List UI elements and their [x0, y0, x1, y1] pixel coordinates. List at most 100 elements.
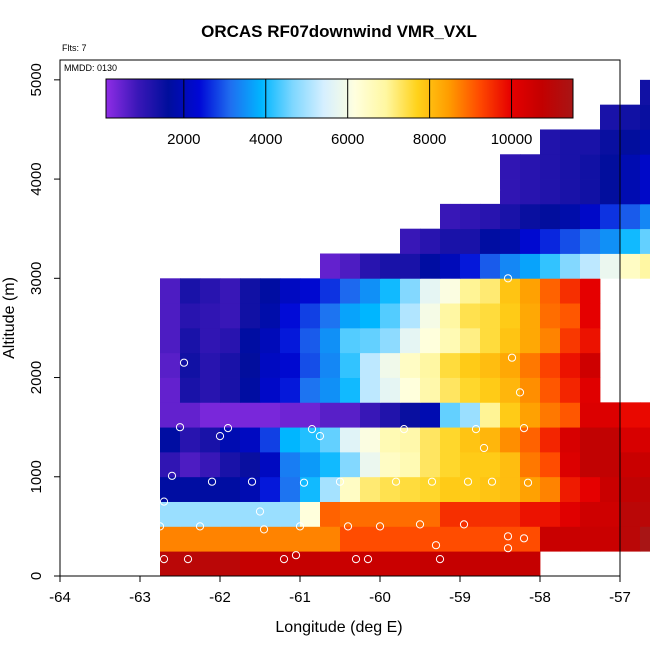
heatmap-cell: [500, 179, 521, 205]
sample-points: [155, 185, 533, 564]
heatmap-cell: [520, 303, 541, 329]
colorbar-tick-label: 6000: [331, 131, 364, 148]
heatmap-cell: [620, 501, 641, 527]
y-tick-label: 5000: [28, 63, 45, 96]
heatmap-cell: [440, 526, 461, 552]
heatmap-cell: [600, 203, 621, 230]
heatmap-cell: [380, 327, 401, 354]
heatmap-cell: [580, 278, 601, 304]
heatmap-cell: [160, 377, 181, 403]
sample-point: [259, 525, 269, 534]
heatmap-cell: [160, 501, 181, 527]
sample-point: [291, 551, 301, 560]
sample-point: [523, 478, 533, 487]
heatmap-cell: [340, 551, 361, 577]
heatmap-cell: [600, 451, 621, 478]
heatmap-cell: [540, 402, 561, 428]
heatmap-cell: [380, 551, 401, 577]
heatmap-cell: [180, 402, 201, 428]
heatmap-cell: [600, 501, 621, 527]
heatmap-cell: [600, 129, 621, 155]
heatmap-cell: [520, 476, 541, 502]
x-tick-label: -59: [449, 589, 471, 606]
heatmap-cell: [360, 327, 381, 354]
y-tick-label: 1000: [28, 460, 45, 493]
heatmap-cell: [220, 352, 241, 378]
heatmap-cell: [300, 377, 321, 403]
heatmap-cell: [180, 427, 201, 453]
sample-point: [179, 358, 189, 367]
heatmap-cell: [320, 253, 341, 279]
heatmap-cell: [520, 154, 541, 180]
heatmap-cell: [300, 501, 321, 527]
heatmap-cell: [540, 526, 561, 552]
heatmap-cell: [240, 551, 261, 577]
sample-point: [487, 477, 497, 486]
sample-point: [503, 274, 513, 283]
heatmap-cell: [280, 551, 301, 577]
sample-point: [167, 471, 177, 480]
sample-point: [479, 443, 489, 453]
heatmap-cell: [260, 451, 281, 478]
heatmap-cell: [200, 501, 221, 527]
heatmap-cell: [200, 451, 221, 478]
colorbar-tick-label: 2000: [167, 131, 200, 148]
heatmap-cell: [600, 476, 621, 502]
heatmap-cell: [180, 327, 201, 354]
heatmap-cell: [180, 526, 201, 552]
heatmap-cell: [360, 501, 381, 527]
heatmap-cell: [360, 352, 381, 378]
sample-point: [351, 555, 361, 564]
sample-point: [295, 522, 305, 531]
heatmap-cell: [460, 402, 481, 428]
heatmap-cell: [560, 501, 581, 527]
heatmap-cell: [180, 476, 201, 502]
heatmap-cell: [540, 451, 561, 478]
heatmap-cell: [520, 526, 541, 552]
heatmap-cell: [380, 427, 401, 453]
heatmap-cell: [500, 327, 521, 354]
heatmap-cell: [420, 526, 441, 552]
heatmap-cell: [460, 501, 481, 527]
heatmap-cell: [460, 352, 481, 378]
x-tick-label: -58: [529, 589, 551, 606]
heatmap-cell: [340, 278, 361, 304]
heatmap-cell: [240, 427, 261, 453]
heatmap-cell: [620, 402, 641, 428]
heatmap-cell: [200, 427, 221, 453]
heatmap-cell: [240, 501, 261, 527]
heatmap-cell: [440, 278, 461, 304]
heatmap-cell: [480, 352, 501, 378]
heatmap-cell: [580, 427, 601, 453]
heatmap-cell: [400, 551, 421, 577]
heatmap-cell: [640, 203, 650, 230]
heatmap-cell: [320, 402, 341, 428]
heatmap-cell: [500, 253, 521, 279]
heatmap-cell: [340, 303, 361, 329]
heatmap-cell: [380, 253, 401, 279]
heatmap-cell: [580, 377, 601, 403]
heatmap-cell: [420, 427, 441, 453]
heatmap-cell: [200, 303, 221, 329]
heatmap-cell: [420, 303, 441, 329]
heatmap-cell: [260, 551, 281, 577]
sample-point: [247, 477, 257, 486]
heatmap-cell: [240, 303, 261, 329]
heatmap-cell: [560, 129, 581, 155]
sample-point: [159, 555, 169, 564]
heatmap-cell: [420, 476, 441, 502]
heatmap-cell: [520, 451, 541, 478]
heatmap-cell: [580, 129, 601, 155]
heatmap-cell: [560, 402, 581, 428]
heatmap-cell: [200, 278, 221, 304]
heatmap-cell: [400, 303, 421, 329]
heatmap-cell: [540, 154, 561, 180]
heatmap-cell: [500, 228, 521, 254]
heatmap-cell: [280, 278, 301, 304]
sample-point: [519, 534, 529, 543]
heatmap-cell: [320, 352, 341, 378]
heatmap-cell: [360, 278, 381, 304]
heatmap-cell: [320, 526, 341, 552]
heatmap-cell: [600, 402, 621, 428]
heatmap-cell: [220, 278, 241, 304]
